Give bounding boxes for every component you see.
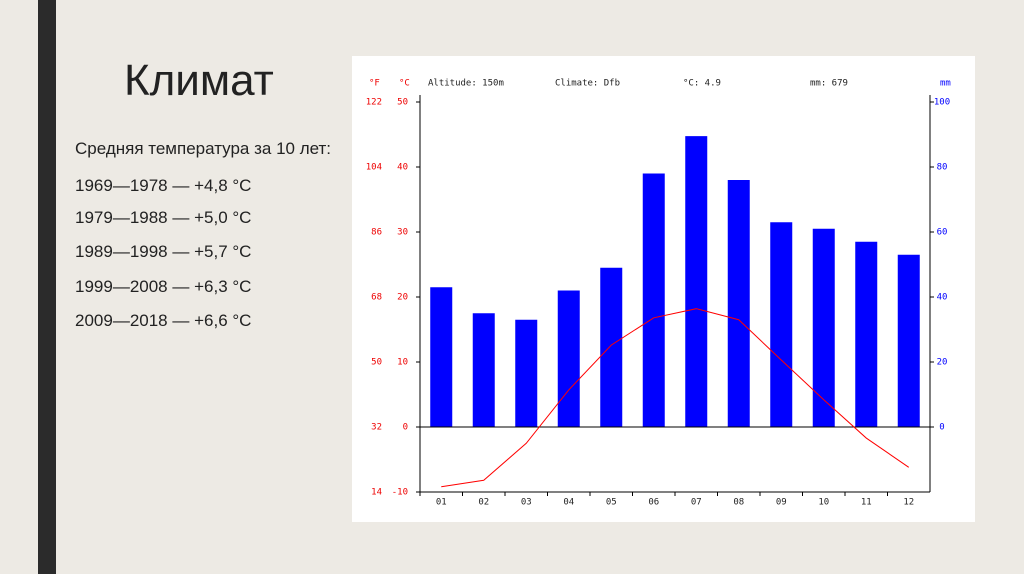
y-tick-label: 50	[397, 98, 408, 108]
side-bar	[38, 0, 56, 574]
x-tick-label: 12	[903, 498, 914, 508]
x-tick-label: 04	[563, 498, 574, 508]
x-tick-label: 08	[733, 498, 744, 508]
text-line: 1969—1978 — +4,8 °C	[75, 176, 252, 195]
bar	[430, 287, 453, 427]
x-tick-label: 11	[861, 498, 872, 508]
c-unit: °C	[399, 79, 410, 89]
text-line: 1999—2008 — +6,3 °C	[75, 277, 252, 296]
bar	[642, 173, 665, 427]
bar	[557, 290, 580, 427]
precip-total: mm: 679	[810, 79, 848, 89]
mm-unit: mm	[940, 79, 951, 89]
y-tick-label: 0	[403, 423, 408, 433]
temperature-line	[441, 308, 910, 488]
bar	[515, 319, 538, 427]
bar	[600, 267, 623, 427]
text-line: 1989—1998 — +5,7 °C	[75, 242, 252, 261]
y2-tick-label: 0	[939, 423, 944, 433]
x-tick-label: 02	[478, 498, 489, 508]
x-tick-label: 01	[436, 498, 447, 508]
yf-tick-label: 32	[371, 423, 382, 433]
text-line: 2009—2018 — +6,6 °C	[75, 311, 252, 330]
y2-tick-label: 40	[937, 293, 948, 303]
x-tick-label: 09	[776, 498, 787, 508]
x-tick-label: 10	[818, 498, 829, 508]
x-tick-label: 07	[691, 498, 702, 508]
yf-tick-label: 68	[371, 293, 382, 303]
y2-tick-label: 60	[937, 228, 948, 238]
yf-tick-label: 122	[366, 98, 382, 108]
y-tick-label: 20	[397, 293, 408, 303]
text-line: Средняя температура за 10 лет:	[75, 139, 332, 158]
x-tick-label: 06	[648, 498, 659, 508]
x-tick-label: 03	[521, 498, 532, 508]
y-tick-label: -10	[392, 488, 408, 498]
y2-tick-label: 20	[937, 358, 948, 368]
f-unit: °F	[369, 79, 380, 89]
bar	[685, 136, 708, 427]
y-tick-label: 40	[397, 163, 408, 173]
yf-tick-label: 104	[366, 163, 382, 173]
yf-tick-label: 14	[371, 488, 382, 498]
text-line: 1979—1988 — +5,0 °C	[75, 208, 252, 227]
y-tick-label: 30	[397, 228, 408, 238]
slide-title: Климат	[124, 56, 274, 105]
bar	[472, 313, 495, 427]
bar	[897, 254, 920, 427]
bar	[855, 241, 878, 427]
y2-tick-label: 100	[934, 98, 950, 108]
altitude: Altitude: 150m	[428, 79, 504, 89]
yf-tick-label: 86	[371, 228, 382, 238]
y-tick-label: 10	[397, 358, 408, 368]
bar	[812, 228, 835, 427]
climate: Climate: Dfb	[555, 79, 620, 89]
yf-tick-label: 50	[371, 358, 382, 368]
y2-tick-label: 80	[937, 163, 948, 173]
x-tick-label: 05	[606, 498, 617, 508]
bar	[770, 222, 793, 427]
mean-temp: °C: 4.9	[683, 79, 721, 89]
bar	[727, 180, 750, 427]
